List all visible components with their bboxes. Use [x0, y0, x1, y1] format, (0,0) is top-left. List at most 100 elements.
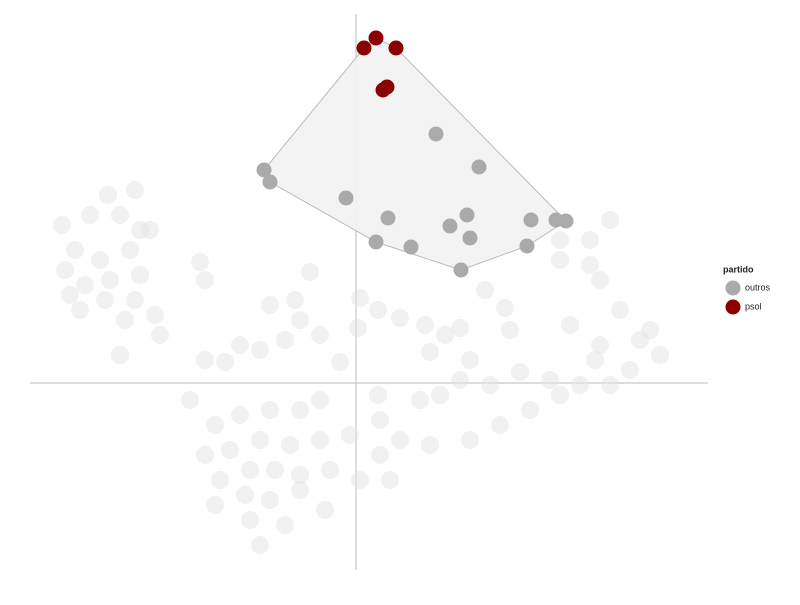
- background-point: [146, 306, 164, 324]
- background-point: [276, 331, 294, 349]
- background-point: [196, 271, 214, 289]
- point: [368, 30, 384, 46]
- point: [403, 239, 419, 255]
- background-point: [551, 231, 569, 249]
- background-point: [381, 471, 399, 489]
- background-point: [251, 536, 269, 554]
- background-point: [206, 496, 224, 514]
- background-point: [651, 346, 669, 364]
- background-point: [211, 471, 229, 489]
- background-point: [621, 361, 639, 379]
- background-point: [111, 206, 129, 224]
- background-point: [291, 401, 309, 419]
- legend-swatch: [725, 299, 741, 315]
- background-point: [511, 363, 529, 381]
- background-point: [261, 401, 279, 419]
- legend-label: psol: [745, 301, 762, 311]
- background-point: [141, 221, 159, 239]
- background-point: [461, 431, 479, 449]
- background-point: [601, 376, 619, 394]
- background-point: [151, 326, 169, 344]
- background-point: [236, 486, 254, 504]
- point-layer: [256, 30, 574, 278]
- background-point: [451, 371, 469, 389]
- background-point: [196, 351, 214, 369]
- background-point: [331, 353, 349, 371]
- background-point: [491, 416, 509, 434]
- background-point: [291, 466, 309, 484]
- background-point: [286, 291, 304, 309]
- background-point: [53, 216, 71, 234]
- background-point: [591, 271, 609, 289]
- background-point: [231, 406, 249, 424]
- background-point: [611, 301, 629, 319]
- background-point: [371, 411, 389, 429]
- background-point: [196, 446, 214, 464]
- hull-layer: [263, 37, 567, 271]
- point: [380, 210, 396, 226]
- background-point: [311, 431, 329, 449]
- background-point: [291, 481, 309, 499]
- background-point: [61, 286, 79, 304]
- point: [368, 234, 384, 250]
- background-point: [266, 461, 284, 479]
- background-point: [586, 351, 604, 369]
- background-point: [349, 319, 367, 337]
- background-point: [76, 276, 94, 294]
- point: [338, 190, 354, 206]
- point: [262, 174, 278, 190]
- background-point: [191, 253, 209, 271]
- legend-label: outros: [745, 282, 771, 292]
- background-point: [451, 319, 469, 337]
- background-point: [476, 281, 494, 299]
- background-point: [496, 299, 514, 317]
- background-point: [261, 296, 279, 314]
- background-point: [276, 516, 294, 534]
- point: [356, 40, 372, 56]
- background-point: [351, 289, 369, 307]
- background-point: [421, 436, 439, 454]
- point: [462, 230, 478, 246]
- point: [459, 207, 475, 223]
- legend: outros psol: [725, 280, 771, 315]
- background-point: [601, 211, 619, 229]
- background-point: [56, 261, 74, 279]
- background-point: [241, 511, 259, 529]
- background-point: [316, 501, 334, 519]
- background-point: [96, 291, 114, 309]
- background-point: [206, 416, 224, 434]
- background-point: [281, 436, 299, 454]
- background-point: [431, 386, 449, 404]
- background-point: [436, 326, 454, 344]
- background-layer: [30, 14, 708, 570]
- background-point: [571, 376, 589, 394]
- background-point: [321, 461, 339, 479]
- background-point: [231, 336, 249, 354]
- background-point: [369, 386, 387, 404]
- legend-swatch: [725, 280, 741, 296]
- background-point: [371, 446, 389, 464]
- background-point: [101, 271, 119, 289]
- background-point: [521, 401, 539, 419]
- point: [558, 213, 574, 229]
- background-point: [411, 391, 429, 409]
- background-point: [416, 316, 434, 334]
- background-point: [131, 266, 149, 284]
- background-point: [81, 206, 99, 224]
- point: [442, 218, 458, 234]
- point: [256, 162, 272, 178]
- background-point: [641, 321, 659, 339]
- background-point: [391, 309, 409, 327]
- background-point: [311, 326, 329, 344]
- background-point: [581, 231, 599, 249]
- background-point: [461, 351, 479, 369]
- point: [453, 262, 469, 278]
- point: [471, 159, 487, 175]
- background-point: [581, 256, 599, 274]
- background-point: [71, 301, 89, 319]
- background-point: [369, 301, 387, 319]
- background-point: [391, 431, 409, 449]
- background-point: [181, 391, 199, 409]
